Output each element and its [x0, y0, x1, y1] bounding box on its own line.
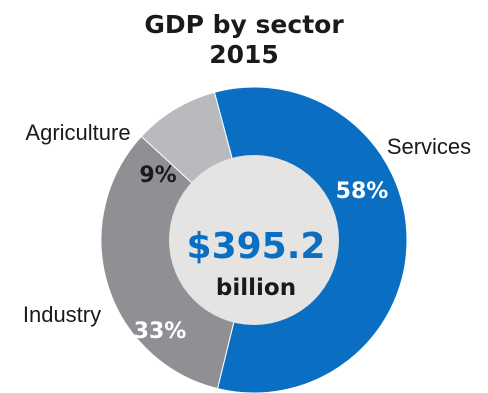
center-unit-label: billion [216, 275, 296, 301]
percent-label-industry: 33% [134, 319, 187, 344]
chart-subtitle: 2015 [209, 40, 279, 69]
category-label-industry: Industry [23, 302, 101, 327]
donut-center-disc [169, 155, 339, 325]
category-label-services: Services [387, 134, 471, 159]
percent-label-services: 58% [336, 179, 389, 204]
percent-label-agriculture: 9% [139, 163, 176, 188]
center-value-label: $395.2 [187, 226, 326, 267]
chart-title: GDP by sector [144, 10, 344, 39]
category-label-agriculture: Agriculture [25, 120, 130, 145]
